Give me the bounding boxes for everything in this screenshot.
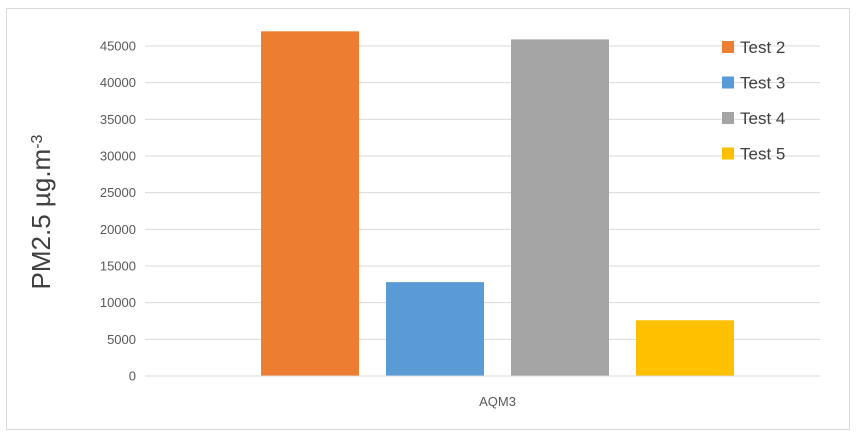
y-tick-label: 0 <box>129 369 136 384</box>
legend-swatch <box>722 112 734 124</box>
y-axis-tick-labels: 0 5000 10000 15000 20000 25000 30000 35000 40000… <box>100 39 136 384</box>
bar-test-5 <box>636 320 734 376</box>
y-axis-label-superscript: -3 <box>29 134 46 148</box>
bar-test-2 <box>261 31 359 376</box>
y-tick-label: 40000 <box>100 75 136 90</box>
y-tick-label: 15000 <box>100 259 136 274</box>
legend-swatch <box>722 41 734 53</box>
legend-label: Test 2 <box>740 38 785 57</box>
legend-swatch <box>722 147 734 160</box>
y-tick-label: 20000 <box>100 222 136 237</box>
legend: Test 2 Test 3 Test 4 Test 5 <box>722 38 785 164</box>
y-tick-label: 35000 <box>100 112 136 127</box>
legend-label: Test 3 <box>740 74 785 93</box>
y-tick-label: 10000 <box>100 295 136 310</box>
y-tick-label: 25000 <box>100 185 136 200</box>
y-tick-label: 30000 <box>100 149 136 164</box>
y-axis-label-base: PM2.5 µg.m <box>26 149 56 290</box>
bar-test-4 <box>511 39 609 377</box>
y-tick-label: 45000 <box>100 39 136 54</box>
bar-test-3 <box>386 282 484 376</box>
legend-label: Test 4 <box>740 109 785 128</box>
legend-label: Test 5 <box>740 145 785 164</box>
bars <box>261 31 734 377</box>
y-axis-label: PM2.5 µg.m-3 <box>26 134 56 289</box>
y-tick-label: 5000 <box>107 332 136 347</box>
legend-swatch <box>722 76 734 89</box>
category-label: AQM3 <box>479 394 516 409</box>
